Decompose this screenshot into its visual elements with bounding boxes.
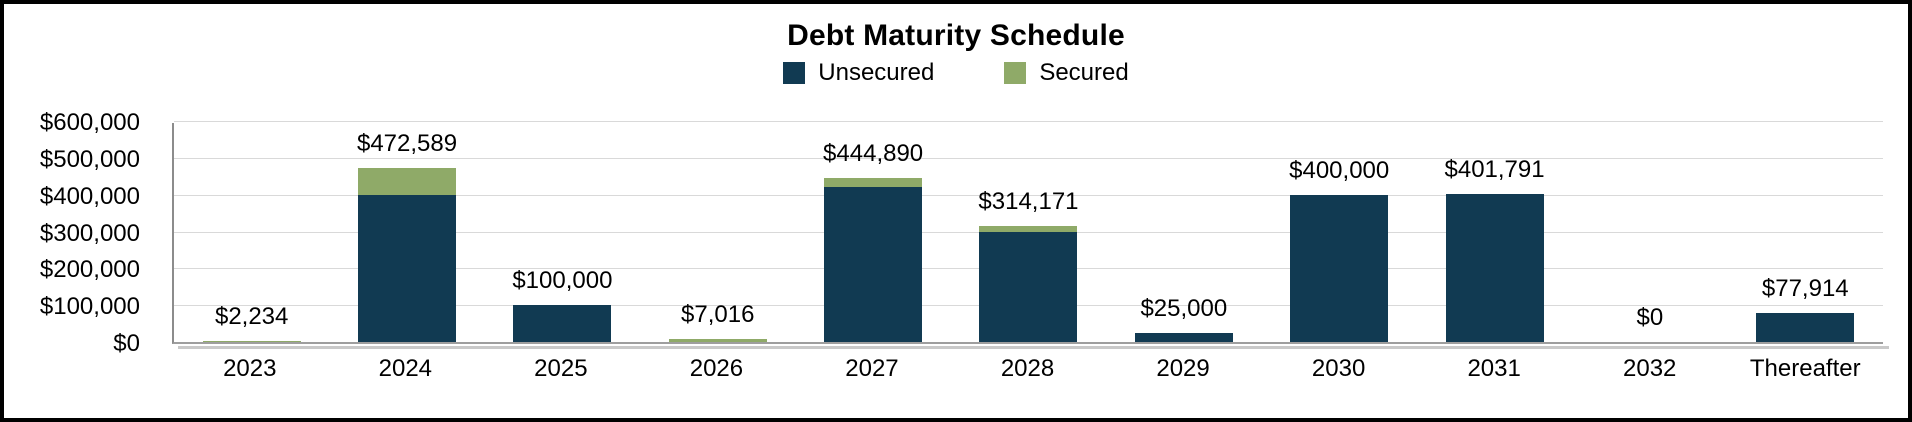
bar-value-label-2029: $25,000 xyxy=(1140,294,1228,322)
bar-value-label-2023: $2,234 xyxy=(214,303,289,331)
legend-label-secured: Secured xyxy=(1039,59,1129,86)
legend-item-secured: Secured xyxy=(1004,59,1129,87)
y-tick-label: $600,000 xyxy=(39,109,140,136)
plot-area: $2,234 $472,589 $100,000 $7,016 $444,890 $314… xyxy=(172,121,1889,349)
unsecured-swatch-icon xyxy=(783,62,806,84)
bar-segment-unsecured-thereafter xyxy=(1756,313,1855,342)
x-axis-label-2025: 2025 xyxy=(534,355,588,382)
bar-segment-unsecured-2027 xyxy=(824,187,923,342)
bar-segment-secured-2028 xyxy=(979,226,1078,232)
bar-segment-secured-2027 xyxy=(824,178,923,188)
x-axis-label-2026: 2026 xyxy=(689,355,744,382)
bar-slot-thereafter: $77,914 xyxy=(1728,123,1883,342)
bar-slot-2024: $472,589 xyxy=(329,123,484,342)
bar-slot-2027: $444,890 xyxy=(795,123,950,342)
bar-segment-unsecured-2031 xyxy=(1445,194,1544,342)
y-tick-label: $500,000 xyxy=(39,145,140,173)
bar-segment-secured-2026 xyxy=(668,339,767,342)
bar-slot-2031: $401,791 xyxy=(1417,123,1572,342)
bar-value-label-2031: $401,791 xyxy=(1444,156,1545,184)
bar-value-label-2026: $7,016 xyxy=(681,301,755,329)
bar-slot-2026: $7,016 xyxy=(640,123,795,342)
bar-value-label-2028: $314,171 xyxy=(978,188,1079,216)
bar-value-label-2025: $100,000 xyxy=(512,267,613,295)
secured-swatch-icon xyxy=(1004,62,1027,84)
bar-segment-unsecured-2025 xyxy=(513,305,612,342)
legend-label-unsecured: Unsecured xyxy=(818,59,935,86)
y-tick-label: $200,000 xyxy=(39,256,140,284)
y-axis-tick-labels: $0 $100,000 $200,000 $300,000 $400,000 $500,0… xyxy=(4,109,140,357)
legend-item-unsecured: Unsecured xyxy=(783,59,934,87)
bar-segment-secured-2024 xyxy=(358,167,457,195)
y-tick-label: $300,000 xyxy=(39,219,140,247)
x-axis-label-2029: 2029 xyxy=(1156,355,1210,382)
y-tick-label: $0 xyxy=(113,330,140,357)
gridline xyxy=(174,157,1883,159)
bar-value-label-2032: $0 xyxy=(1636,304,1664,331)
y-tick-label: $100,000 xyxy=(39,293,140,321)
x-axis-label-2028: 2028 xyxy=(1000,355,1055,382)
bar-slot-2029: $25,000 xyxy=(1106,123,1261,342)
chart-legend: Unsecured Secured xyxy=(4,59,1908,87)
x-axis-label-2030: 2030 xyxy=(1311,355,1366,382)
bar-slot-2023: $2,234 xyxy=(174,123,329,342)
bar-value-label-2030: $400,000 xyxy=(1289,156,1390,184)
bar-value-label-2027: $444,890 xyxy=(823,140,924,168)
bar-segment-unsecured-2028 xyxy=(979,231,1078,342)
x-axis-label-2032: 2032 xyxy=(1623,355,1677,382)
axis-shadow xyxy=(178,346,1889,349)
bar-slot-2028: $314,171 xyxy=(951,123,1106,342)
bar-segment-unsecured-2024 xyxy=(358,194,457,342)
x-axis-label-2031: 2031 xyxy=(1467,355,1521,382)
chart-title: Debt Maturity Schedule xyxy=(787,19,1125,52)
bars-container: $2,234 $472,589 $100,000 $7,016 $444,890 $314… xyxy=(174,123,1883,342)
y-tick-label: $400,000 xyxy=(39,182,140,210)
bar-slot-2025: $100,000 xyxy=(485,123,640,342)
bar-segment-unsecured-2030 xyxy=(1290,194,1389,342)
x-axis-label-thereafter: Thereafter xyxy=(1749,355,1861,382)
x-axis-label-2024: 2024 xyxy=(378,355,433,382)
bar-segment-unsecured-2029 xyxy=(1134,332,1233,342)
gridline xyxy=(174,194,1883,196)
x-axis-category-labels: 2023 2024 2025 2026 2027 2028 2029 2030 2031 2032… xyxy=(172,355,1883,383)
x-axis-label-2023: 2023 xyxy=(223,355,277,382)
gridline xyxy=(174,121,1883,122)
bar-value-label-2024: $472,589 xyxy=(356,129,458,157)
bar-value-label-thereafter: $77,914 xyxy=(1761,275,1849,303)
x-axis-label-2027: 2027 xyxy=(845,355,899,382)
bar-segment-secured-2023 xyxy=(202,341,301,342)
bar-slot-2032: $0 xyxy=(1572,123,1727,342)
bar-slot-2030: $400,000 xyxy=(1262,123,1417,342)
